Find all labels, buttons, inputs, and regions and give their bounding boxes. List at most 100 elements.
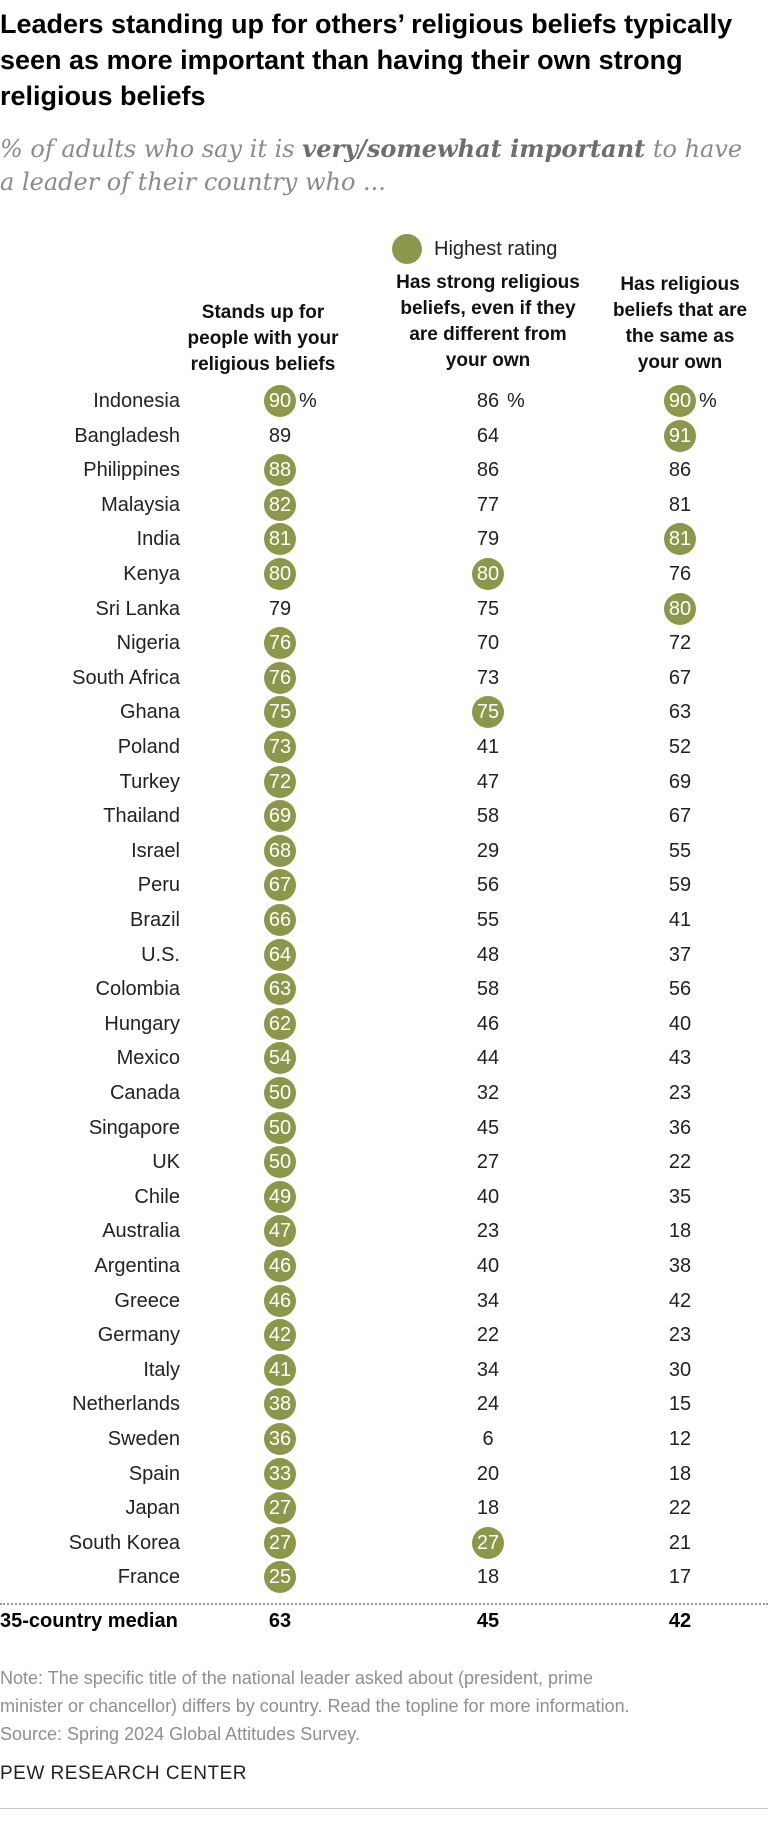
- country-label: Chile: [134, 1185, 180, 1208]
- value-text: 22: [476, 1324, 500, 1347]
- value-cell: 20: [470, 1457, 506, 1491]
- highlighted-value: 46: [262, 1284, 298, 1318]
- table-row: Colombia 63 58 56: [0, 972, 768, 1006]
- value-cell: 23: [662, 1318, 698, 1352]
- value-cell: 67: [662, 661, 698, 695]
- value-text: 41: [476, 736, 500, 758]
- value-text: 79: [268, 597, 292, 620]
- value-text: 72: [268, 770, 292, 793]
- table-row: Turkey 72 47 69: [0, 765, 768, 799]
- note: Note: The specific title of the national…: [0, 1664, 760, 1748]
- value-cell: 12: [662, 1422, 698, 1456]
- highlighted-value: 75: [470, 695, 506, 729]
- value-text: 25: [268, 1566, 292, 1589]
- column-header-line: your own: [445, 350, 531, 371]
- subtitle-pre: % of adults who say it is: [0, 135, 303, 163]
- column-header-same-beliefs: Has religious beliefs that are the same …: [580, 272, 768, 376]
- value-text: 81: [268, 528, 292, 551]
- value-cell: 86%: [470, 384, 525, 418]
- source-line: Source: Spring 2024 Global Attitudes Sur…: [0, 1724, 360, 1744]
- value-cell: 64: [470, 419, 506, 453]
- note-line: minister or chancellor) differs by count…: [0, 1696, 630, 1716]
- highlighted-value: 49: [262, 1180, 298, 1214]
- highlighted-value: 66: [262, 903, 298, 937]
- chart-title: Leaders standing up for others’ religiou…: [0, 9, 733, 111]
- column-header-line: beliefs that are: [612, 300, 748, 321]
- value-text: 40: [476, 1185, 500, 1208]
- value-text: 86: [476, 459, 500, 482]
- value-text: 77: [476, 493, 500, 516]
- value-cell: 22: [470, 1318, 506, 1352]
- highlighted-value: 80: [662, 592, 698, 626]
- highlighted-value: 76: [262, 661, 298, 695]
- value-cell: 18: [662, 1457, 698, 1491]
- column-header-line: Has strong religious: [396, 272, 580, 293]
- value-text: 82: [268, 493, 292, 516]
- value-text: 40: [668, 1012, 692, 1035]
- value-cell: 77: [470, 488, 506, 522]
- highlighted-value: 38: [262, 1387, 298, 1421]
- value-cell: 86: [470, 453, 506, 487]
- value-text: 18: [476, 1566, 500, 1589]
- value-text: 76: [668, 563, 692, 585]
- country-label: Greece: [114, 1289, 180, 1312]
- value-text: 36: [668, 1116, 692, 1139]
- table-row: UK 50 27 22: [0, 1145, 768, 1179]
- value-text: 42: [668, 1289, 692, 1312]
- country-label: Nigeria: [116, 632, 180, 655]
- value-text: 34: [476, 1289, 500, 1312]
- value-cell: 29: [470, 834, 506, 868]
- country-label: Malaysia: [101, 493, 180, 516]
- value-text: 73: [476, 666, 500, 689]
- value-cell: 36: [662, 1111, 698, 1145]
- highlighted-value: 81: [662, 522, 698, 556]
- country-label: Israel: [131, 839, 180, 862]
- value-text: 15: [668, 1393, 692, 1416]
- legend-label: Highest rating: [434, 237, 558, 260]
- value-cell: 22: [662, 1145, 698, 1179]
- value-cell: 58: [470, 972, 506, 1006]
- country-label: Argentina: [94, 1255, 180, 1277]
- value-text: 27: [268, 1497, 292, 1520]
- value-cell: 63: [662, 695, 698, 729]
- country-label: France: [117, 1566, 180, 1589]
- value-text: 63: [668, 701, 692, 724]
- highlighted-value: 64: [262, 938, 298, 972]
- country-label: U.S.: [141, 943, 180, 966]
- value-text: 24: [476, 1393, 500, 1416]
- value-text: 70: [476, 632, 500, 655]
- value-cell: 40: [470, 1249, 506, 1283]
- highlighted-value: 36: [262, 1422, 298, 1456]
- value-cell: 6: [470, 1422, 506, 1456]
- value-text: 81: [668, 528, 692, 551]
- table-row: Indonesia 90% 86% 90%: [0, 384, 768, 418]
- value-text: 34: [476, 1358, 500, 1381]
- value-text: 18: [476, 1497, 500, 1520]
- country-label: Hungary: [104, 1012, 180, 1035]
- value-cell: 30: [662, 1353, 698, 1387]
- value-text: 52: [668, 736, 692, 758]
- table-row: Peru 67 56 59: [0, 868, 768, 902]
- country-label: Colombia: [95, 978, 180, 1001]
- value-text: 67: [668, 805, 692, 828]
- value-text: 59: [668, 874, 692, 897]
- value-text: 46: [268, 1289, 292, 1312]
- value-cell: 56: [662, 972, 698, 1006]
- highlighted-value: 27: [262, 1526, 298, 1560]
- table-row: Bangladesh 89 64 91: [0, 419, 768, 453]
- value-cell: 27: [470, 1145, 506, 1179]
- value-cell: 23: [662, 1076, 698, 1110]
- value-cell: 76: [662, 557, 698, 591]
- country-label: Poland: [117, 736, 180, 758]
- value-text: 68: [268, 839, 292, 862]
- highlighted-value: 75: [262, 695, 298, 729]
- value-text: 63: [268, 978, 292, 1001]
- footer-brand: PEW RESEARCH CENTER: [0, 1763, 248, 1784]
- value-cell: 73: [470, 661, 506, 695]
- highlighted-value: 62: [262, 1007, 298, 1041]
- value-text: 90: [268, 390, 292, 412]
- value-text: 27: [268, 1531, 292, 1554]
- highlighted-value: 33: [262, 1457, 298, 1491]
- value-cell: 41: [662, 903, 698, 937]
- value-cell: 17: [662, 1560, 698, 1594]
